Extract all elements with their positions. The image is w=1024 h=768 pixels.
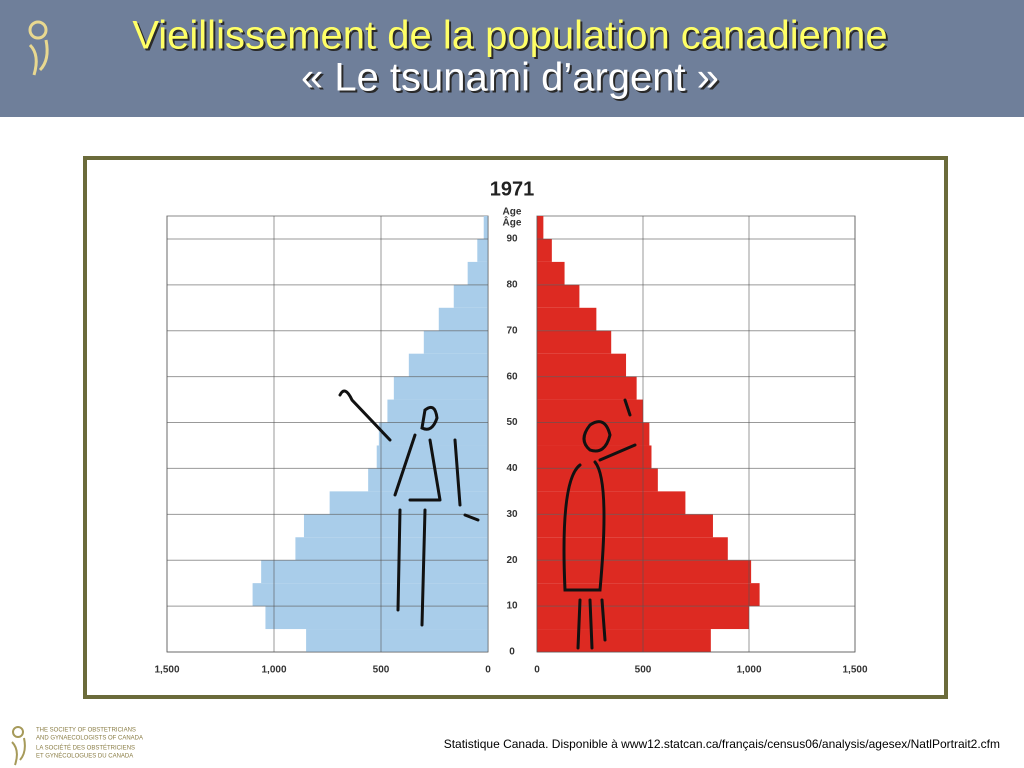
y-tick-label: 50 [506,417,518,428]
bar [537,514,713,538]
bar [467,261,488,285]
header-band [0,0,1024,117]
bar [537,537,728,561]
logo-text: ET GYNÉCOLOGUES DU CANADA [36,753,133,760]
bar [537,491,686,515]
bar [368,468,488,492]
source-note: Statistique Canada. Disponible à www12.s… [444,737,1000,751]
title-shadow: Vieillissement de la population canadien… [134,16,889,60]
bar [537,330,612,354]
x-tick-label: 1,000 [261,665,286,676]
bar [453,284,488,308]
bar [483,216,488,239]
y-tick-label: 0 [509,647,515,658]
bar [537,261,565,285]
bar [378,422,488,446]
bar [295,537,488,561]
age-label: Âge [503,216,522,229]
logo-text: LA SOCIÉTÉ DES OBSTÉTRICIENS [36,745,135,752]
logo-text: THE SOCIETY OF OBSTETRICIANS [36,728,136,734]
subtitle-shadow: « Le tsunami d’argent » [303,58,721,102]
bar [265,606,488,630]
bar [423,330,488,354]
y-tick-label: 60 [506,371,518,382]
x-tick-label: 1,500 [154,665,179,676]
x-tick-label: 0 [534,665,540,676]
bar [387,399,488,423]
figure-sketch [562,398,637,650]
logo [11,726,26,766]
bar [303,514,488,538]
bar [306,629,488,652]
y-tick-label: 70 [506,325,518,336]
x-tick-label: 1,500 [842,665,867,676]
y-tick-label: 20 [506,555,518,566]
bar [537,629,711,652]
bar [537,399,643,423]
bar [537,216,544,239]
y-tick-label: 90 [506,234,518,245]
bar [252,583,488,607]
bar [537,583,760,607]
header-logo [28,20,49,76]
x-tick-label: 0 [485,665,491,676]
bar [537,238,552,262]
y-tick-label: 10 [506,601,518,612]
figure-sketch [338,389,480,627]
bar [537,422,650,446]
bar [329,491,488,515]
bar [477,238,488,262]
bar [537,353,627,377]
bar [537,376,637,400]
y-tick-label: 30 [506,509,518,520]
bar [537,307,597,331]
y-tick-label: 80 [506,279,518,290]
chart-title: 1971 [490,178,535,200]
slide-title: Vieillissement de la population canadien… [132,14,887,58]
slide-subtitle: « Le tsunami d’argent » [301,56,719,100]
bar [438,307,488,331]
bar [537,445,652,469]
bar [408,353,488,377]
bar [537,468,658,492]
bar [261,560,488,584]
y-tick-label: 40 [506,463,518,474]
logo-text: AND GYNAECOLOGISTS OF CANADA [36,736,143,742]
bar [537,560,752,584]
x-tick-label: 500 [635,665,652,676]
x-tick-label: 1,000 [736,665,761,676]
age-label: Age [503,207,522,218]
bar [393,376,488,400]
bar [537,284,580,308]
x-tick-label: 500 [373,665,390,676]
